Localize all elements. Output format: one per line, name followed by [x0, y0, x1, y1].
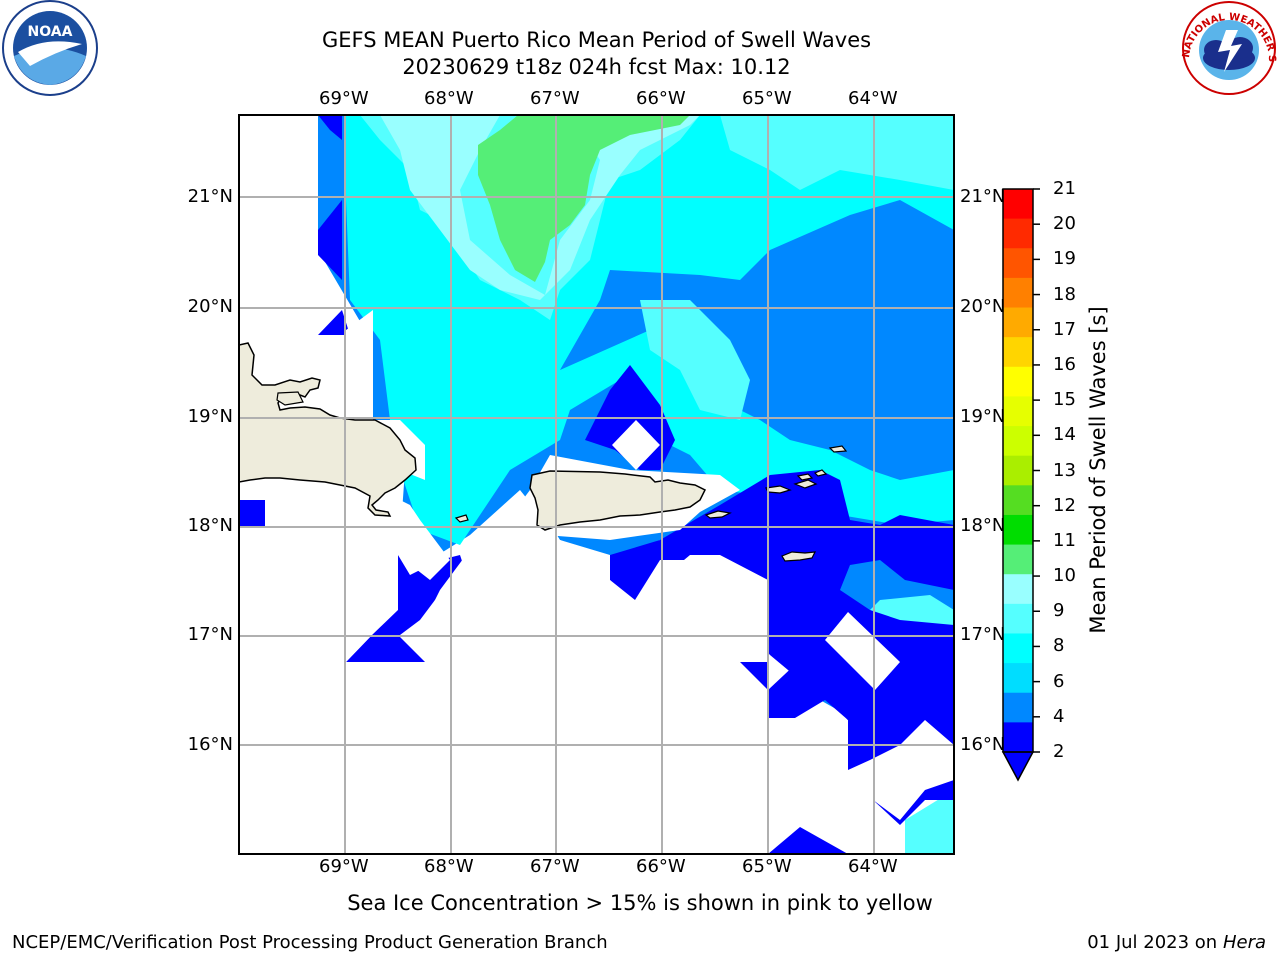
lat-label-right-21n: 21°N: [960, 186, 1006, 207]
colorbar-tick-label: 17: [1053, 318, 1076, 340]
colorbar-segment: [1003, 366, 1033, 397]
lon-label-bottom-65w: 65°W: [742, 856, 792, 877]
colorbar-segment: [1003, 633, 1033, 664]
colorbar-tick-label: 19: [1053, 248, 1076, 270]
swell-band-9-10: [478, 115, 690, 282]
colorbar-tick-label: 21: [1053, 178, 1076, 199]
colorbar-segment: [1003, 337, 1033, 368]
svg-text:NOAA: NOAA: [28, 24, 73, 40]
national-weather-service-logo: NATIONAL WEATHER SERVICE: [0, 0, 1277, 95]
chart-title: GEFS MEAN Puerto Rico Mean Period of Swe…: [321, 28, 872, 52]
hispaniola-landmass: [239, 342, 417, 517]
colorbar: [1003, 188, 1040, 753]
colorbar-segment: [1003, 485, 1033, 516]
colorbar-segment: [1003, 574, 1033, 605]
lat-label-right-20n: 20°N: [960, 296, 1006, 317]
lon-label-top-66w: 66°W: [636, 88, 686, 109]
colorbar-frame: [1002, 188, 1034, 753]
colorbar-segment: [1003, 307, 1033, 338]
colorbar-tick-label: 12: [1053, 494, 1076, 516]
colorbar-segment: [1003, 426, 1033, 457]
colorbar-tick-label: 18: [1053, 283, 1076, 305]
colorbar-extend-arrow: [1001, 751, 1035, 782]
lat-label-left-21n: 21°N: [187, 186, 233, 207]
lon-label-top-67w: 67°W: [530, 88, 580, 109]
colorbar-tick-label: 10: [1053, 565, 1076, 587]
colorbar-tick-label: 11: [1053, 529, 1076, 551]
lon-label-top-65w: 65°W: [742, 88, 792, 109]
colorbar-cover: [1003, 189, 1033, 752]
colorbar-segment: [1003, 514, 1033, 546]
lon-label-bottom-64w: 64°W: [848, 856, 898, 877]
sea-ice-note: Sea Ice Concentration > 15% is shown in …: [347, 891, 933, 915]
lon-label-bottom-66w: 66°W: [636, 856, 686, 877]
swell-band-8-9: [380, 115, 700, 300]
lon-label-bottom-69w: 69°W: [319, 856, 369, 877]
map-frame: [238, 114, 955, 855]
colorbar-segment: [1003, 722, 1033, 753]
lat-label-left-20n: 20°N: [187, 296, 233, 317]
colorbar-tick-label: 8: [1053, 635, 1065, 657]
colorbar-tick-label: 4: [1053, 705, 1065, 727]
colorbar-segment: [1003, 396, 1033, 427]
lat-label-left-19n: 19°N: [187, 406, 233, 427]
lat-label-left-17n: 17°N: [187, 624, 233, 645]
lat-label-right-17n: 17°N: [960, 624, 1006, 645]
credit-machine: Hera: [1222, 932, 1266, 953]
colorbar-segment: [1003, 603, 1033, 634]
colorbar-tick-label: 6: [1053, 670, 1065, 692]
colorbar-tick-label: 20: [1053, 213, 1076, 235]
colorbar-segment: [1003, 248, 1033, 279]
noaa-logo: NOAA: [2, 0, 98, 96]
credit-right: 01 Jul 2023 on Hera: [1087, 932, 1266, 953]
colorbar-segment: [1003, 544, 1033, 575]
lat-label-left-16n: 16°N: [187, 734, 233, 755]
masked-areas: [239, 310, 954, 854]
colorbar-tick-label: 13: [1053, 459, 1076, 481]
colorbar-segment: [1003, 692, 1033, 723]
lat-label-left-18n: 18°N: [187, 515, 233, 536]
credit-date: 01 Jul 2023 on: [1087, 932, 1223, 953]
nws-logo-text: NATIONAL WEATHER SERVICE: [0, 0, 1277, 62]
colorbar-segment: [1003, 218, 1033, 249]
graticule: [239, 115, 954, 854]
chart-subtitle: 20230629 t18z 024h fcst Max: 10.12: [402, 55, 791, 79]
colorbar-segment: [1003, 277, 1033, 309]
colorbar-segment: [1003, 189, 1033, 220]
lon-label-bottom-68w: 68°W: [424, 856, 474, 877]
colorbar-segment: [1003, 455, 1033, 486]
colorbar-tick-label: 2: [1053, 741, 1065, 762]
colorbar-tick-label: 16: [1053, 353, 1076, 375]
lat-label-right-18n: 18°N: [960, 515, 1006, 536]
lon-label-bottom-67w: 67°W: [530, 856, 580, 877]
colorbar-tick-label: 14: [1053, 424, 1076, 446]
lon-label-top-64w: 64°W: [848, 88, 898, 109]
lat-label-right-16n: 16°N: [960, 734, 1006, 755]
map-area: [239, 115, 954, 854]
lon-label-top-68w: 68°W: [424, 88, 474, 109]
colorbar-title: Mean Period of Swell Waves [s]: [1086, 306, 1110, 634]
credit-left: NCEP/EMC/Verification Post Processing Pr…: [12, 932, 608, 953]
lon-label-top-69w: 69°W: [319, 88, 369, 109]
lat-label-right-19n: 19°N: [960, 406, 1006, 427]
colorbar-segment: [1003, 663, 1033, 694]
colorbar-tick-label: 9: [1053, 600, 1065, 622]
small-islands: [276, 391, 848, 562]
colorbar-tick-label: 15: [1053, 389, 1076, 411]
